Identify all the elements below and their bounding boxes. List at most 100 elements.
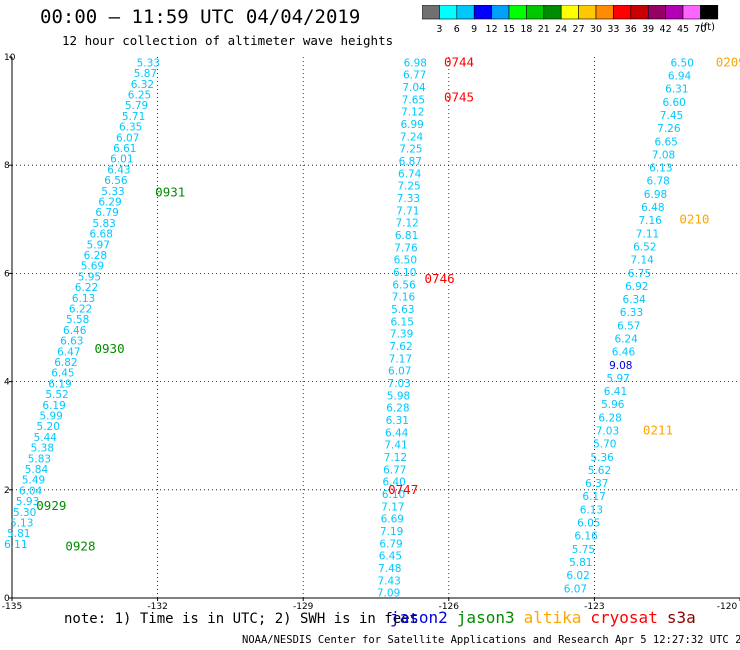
wave-height-value: 7.12 (384, 452, 407, 464)
wave-height-value: 6.40 (382, 477, 405, 489)
wave-height-value: 5.79 (125, 100, 148, 112)
wave-height-value: 6.57 (617, 320, 640, 332)
wave-height-value: 5.70 (593, 439, 616, 451)
wave-height-value: 5.44 (34, 432, 58, 444)
y-tick-label: 0 (4, 594, 10, 604)
wave-height-value: 7.25 (397, 181, 420, 193)
wave-height-value: 6.33 (620, 307, 643, 319)
color-scale-label: 39 (642, 24, 654, 35)
wave-height-value: 6.82 (54, 357, 77, 369)
legend-item-s3a: s3a (666, 608, 696, 627)
wave-height-value: 6.28 (84, 250, 107, 262)
wave-height-value: 6.07 (564, 583, 587, 595)
wave-height-value: 5.36 (590, 452, 614, 464)
y-tick-label: 4 (4, 378, 10, 388)
wave-height-value: 5.93 (16, 496, 39, 508)
wave-height-value: 6.28 (598, 412, 621, 424)
legend-item-cryosat: cryosat (590, 608, 658, 627)
wave-height-value: 6.45 (51, 368, 74, 380)
wave-height-value: 7.39 (390, 329, 413, 341)
x-tick-label: -135 (2, 602, 22, 610)
pass-time-label: 0211 (643, 422, 673, 437)
wave-height-value: 7.17 (381, 501, 404, 513)
wave-height-value: 7.71 (396, 205, 419, 217)
wave-height-value: 7.24 (400, 131, 424, 143)
pass-time-label: 0747 (388, 482, 418, 497)
wave-height-value: 7.33 (397, 193, 420, 205)
wave-height-value: 6.10 (393, 267, 416, 279)
wave-height-value: 6.99 (400, 119, 423, 131)
wave-height-value: 6.13 (72, 293, 95, 305)
color-scale-bar: 3 6 9 12 15 18 21 24 27 30 33 36 39 42 45 70 (422, 5, 719, 35)
wave-height-value: 5.81 (7, 528, 30, 540)
wave-height-value: 5.38 (31, 443, 54, 455)
wave-height-value: 6.15 (391, 316, 414, 328)
color-scale-label: 45 (677, 24, 689, 35)
wave-height-value: 6.44 (385, 427, 409, 439)
wave-height-value: 6.69 (381, 514, 404, 526)
credit-line: NOAA/NESDIS Center for Satellite Applica… (242, 634, 740, 646)
wave-height-value: 6.50 (394, 255, 417, 267)
wave-height-value: 5.83 (92, 218, 115, 230)
color-scale-label: 6 (454, 24, 460, 35)
wave-height-value: 7.11 (636, 228, 659, 240)
wave-height-value: 7.65 (402, 94, 425, 106)
legend-item-jason2: jason2 (390, 608, 448, 627)
wave-height-value: 5.33 (137, 57, 160, 69)
pass-time-label: 0209 (716, 54, 740, 69)
wave-height-value: 6.29 (98, 197, 121, 209)
wave-height-value: 6.61 (113, 143, 136, 155)
x-tick-label: -123 (584, 602, 604, 610)
wave-height-value: 5.52 (45, 389, 68, 401)
wave-height-value: 6.56 (392, 279, 416, 291)
wave-height-value: 6.56 (104, 175, 128, 187)
wave-height-value: 6.65 (654, 136, 677, 148)
color-scale-label: 3 (436, 24, 442, 35)
color-scale-units: (ft) (700, 22, 716, 33)
wave-height-value: 6.04 (19, 485, 43, 497)
wave-height-value: 6.31 (386, 415, 409, 427)
wave-height-value: 6.46 (63, 325, 87, 337)
wave-height-value: 6.19 (42, 400, 65, 412)
wave-height-value: 7.25 (399, 144, 422, 156)
wave-height-value: 5.87 (134, 68, 157, 80)
chart-subtitle: 12 hour collection of altimeter wave hei… (62, 33, 394, 48)
pass-time-label: 0929 (36, 498, 66, 513)
wave-height-value: 6.98 (404, 57, 427, 69)
pass-time-label: 0930 (95, 341, 125, 356)
wave-height-value: 6.16 (574, 531, 598, 543)
wave-height-value: 7.09 (377, 588, 400, 600)
x-tick-label: -120 (717, 602, 738, 610)
color-scale-label: 12 (486, 24, 498, 35)
wave-height-value: 7.04 (402, 82, 426, 94)
wave-height-value: 6.68 (90, 229, 113, 241)
wave-height-value: 6.07 (116, 132, 139, 144)
time-units-note: note: 1) Time is in UTC; 2) SWH is in fe… (64, 611, 419, 627)
y-tick-label: 2 (4, 486, 10, 496)
wave-height-value: 5.33 (101, 186, 124, 198)
y-tick-label: 10 (4, 53, 16, 63)
wave-height-value: 6.77 (383, 464, 406, 476)
chart-title: 00:00 – 11:59 UTC 04/04/2019 (40, 6, 361, 28)
wave-height-value: 6.10 (382, 489, 405, 501)
color-scale-label: 15 (503, 24, 515, 35)
wave-height-value: 5.13 (10, 518, 33, 530)
pass-time-label: 0210 (679, 211, 709, 226)
pass-time-label: 0746 (425, 271, 455, 286)
wave-height-value: 6.28 (386, 403, 409, 415)
color-swatch (700, 5, 719, 20)
wave-height-value: 7.08 (652, 149, 675, 161)
wave-height-value: 6.78 (646, 176, 669, 188)
wave-height-value: 6.37 (585, 478, 608, 490)
wave-height-value: 6.74 (398, 168, 422, 180)
legend-item-altika: altika (523, 608, 582, 627)
wave-height-value: 6.32 (131, 79, 154, 91)
wave-height-value: 7.16 (638, 215, 662, 227)
wave-height-value: 7.45 (660, 110, 683, 122)
pass-time-label: 0745 (444, 90, 474, 105)
wave-height-value: 5.69 (81, 261, 104, 273)
wave-height-value: 7.43 (377, 575, 400, 587)
wave-height-value: 6.52 (633, 241, 656, 253)
x-tick-label: -132 (147, 602, 167, 610)
wave-height-value: 6.63 (60, 336, 83, 348)
